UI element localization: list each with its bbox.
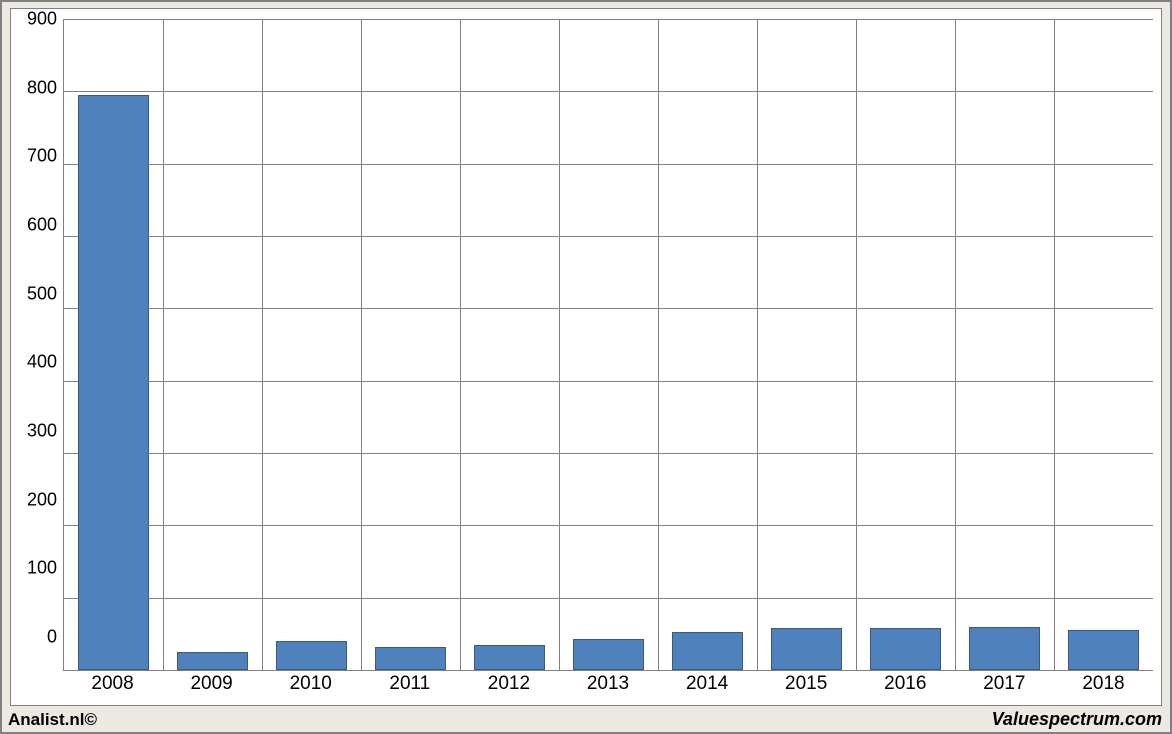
bar: [375, 647, 446, 670]
x-tick-label: 2013: [587, 673, 629, 695]
gridline-v: [658, 19, 659, 670]
x-tick-label: 2012: [488, 673, 530, 695]
gridline-h: [64, 308, 1153, 309]
gridline-h: [64, 164, 1153, 165]
gridline-v: [163, 19, 164, 670]
bar: [177, 652, 248, 670]
bar: [870, 628, 941, 670]
y-tick-label: 200: [27, 489, 57, 510]
x-tick-label: 2011: [389, 673, 430, 695]
gridline-v: [361, 19, 362, 670]
y-tick-label: 800: [27, 77, 57, 98]
y-tick-label: 500: [27, 283, 57, 304]
gridline-h: [64, 525, 1153, 526]
bar: [672, 632, 743, 670]
x-tick-label: 2008: [91, 673, 133, 695]
plot-area: [63, 19, 1153, 671]
y-tick-label: 100: [27, 558, 57, 579]
y-tick-label: 300: [27, 420, 57, 441]
bar: [474, 645, 545, 670]
gridline-v: [856, 19, 857, 670]
x-tick-label: 2014: [686, 673, 728, 695]
bar: [573, 639, 644, 670]
gridline-h: [64, 19, 1153, 20]
bar: [276, 641, 347, 670]
y-tick-label: 0: [47, 627, 57, 648]
x-tick-label: 2015: [785, 673, 827, 695]
gridline-h: [64, 91, 1153, 92]
footer-left-credit: Analist.nl©: [8, 710, 97, 730]
gridline-v: [460, 19, 461, 670]
y-tick-label: 700: [27, 146, 57, 167]
plot-container: 0 100 200 300 400 500 600 700 800 900 2008 2009 201…: [10, 8, 1162, 706]
x-tick-label: 2010: [290, 673, 332, 695]
gridline-h: [64, 381, 1153, 382]
y-tick-label: 900: [27, 9, 57, 30]
gridline-h: [64, 598, 1153, 599]
gridline-v: [1054, 19, 1055, 670]
bar: [771, 628, 842, 670]
x-tick-label: 2016: [884, 673, 926, 695]
footer-right-credit: Valuespectrum.com: [992, 709, 1162, 730]
chart-frame: 0 100 200 300 400 500 600 700 800 900 2008 2009 201…: [0, 0, 1172, 734]
y-tick-label: 600: [27, 214, 57, 235]
x-tick-label: 2018: [1082, 673, 1124, 695]
gridline-v: [559, 19, 560, 670]
x-tick-label: 2009: [190, 673, 232, 695]
gridline-v: [955, 19, 956, 670]
x-tick-label: 2017: [983, 673, 1025, 695]
gridline-v: [757, 19, 758, 670]
bar: [969, 627, 1040, 670]
bar: [1068, 630, 1139, 671]
y-tick-label: 400: [27, 352, 57, 373]
y-axis: 0 100 200 300 400 500 600 700 800 900: [11, 9, 63, 671]
bar: [78, 95, 149, 670]
gridline-v: [262, 19, 263, 670]
gridline-h: [64, 236, 1153, 237]
x-axis: 2008 2009 2010 2011 2012 2013 2014 2015 2016 2017…: [63, 673, 1153, 701]
gridline-h: [64, 453, 1153, 454]
